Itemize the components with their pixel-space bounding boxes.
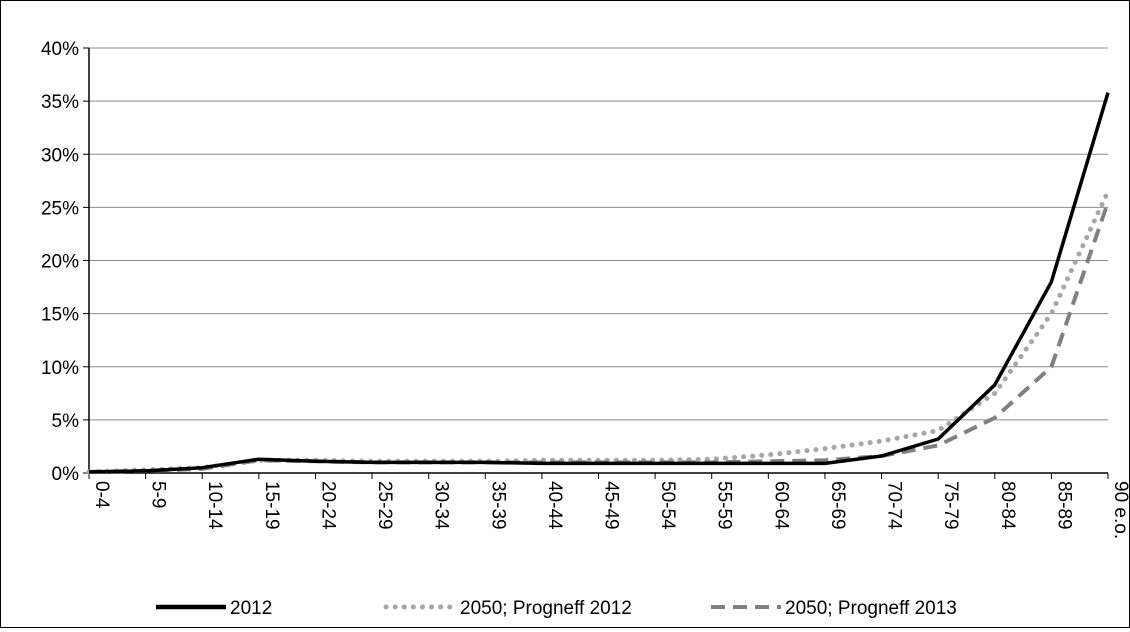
x-tick-label: 25-29: [374, 481, 395, 530]
x-tick-label: 50-54: [657, 481, 678, 530]
series-line-2: [86, 188, 1111, 475]
x-tick-label: 10-14: [204, 481, 225, 530]
x-tick-label: 70-74: [884, 481, 905, 530]
y-tick-label: 40%: [41, 39, 79, 60]
x-axis-tick-labels: 0-4 5-9 10-14 15-19 20-24 25-29 30-34 35-39 40-4…: [91, 481, 1130, 539]
axes: [83, 47, 1109, 479]
y-tick-label: 0%: [52, 464, 80, 485]
x-tick-label: 5-9: [148, 481, 169, 508]
x-tick-label: 30-34: [431, 481, 452, 530]
y-tick-label: 5%: [52, 411, 80, 432]
x-tick-label: 60-64: [770, 481, 791, 530]
x-tick-label: 85-89: [1053, 481, 1074, 530]
x-tick-label: 90 e.o.: [1110, 481, 1129, 539]
x-tick-label: 40-44: [544, 481, 565, 530]
x-tick-label: 0-4: [91, 481, 112, 509]
x-tick-label: 15-19: [261, 481, 282, 530]
x-tick-label: 55-59: [714, 481, 735, 530]
series-line-1: [88, 92, 1110, 474]
legend-label: 2012: [230, 598, 272, 619]
y-tick-label: 10%: [41, 358, 79, 379]
y-tick-label: 30%: [41, 145, 79, 166]
gridlines: [89, 47, 1108, 421]
legend: 2012 2050; Progneff 2012 2050; Progneff 20…: [156, 598, 957, 619]
legend-label: 2050; Progneff 2013: [785, 598, 957, 619]
x-tick-label: 80-84: [997, 481, 1018, 530]
x-tick-label: 65-69: [827, 481, 848, 530]
y-tick-label: 25%: [41, 198, 79, 219]
series-lines: [86, 92, 1111, 475]
x-tick-label: 75-79: [940, 481, 961, 530]
x-tick-label: 20-24: [317, 481, 338, 530]
y-tick-label: 15%: [41, 305, 79, 326]
series-line-3: [88, 201, 1110, 474]
y-tick-label: 35%: [41, 92, 79, 113]
x-tick-label: 35-39: [487, 481, 508, 530]
y-tick-label: 20%: [41, 252, 79, 273]
y-axis-tick-labels: 0% 5% 10% 15% 20% 25% 30% 35% 40%: [41, 39, 79, 485]
legend-label: 2050; Progneff 2012: [460, 598, 632, 619]
x-tick-label: 45-49: [601, 481, 622, 530]
